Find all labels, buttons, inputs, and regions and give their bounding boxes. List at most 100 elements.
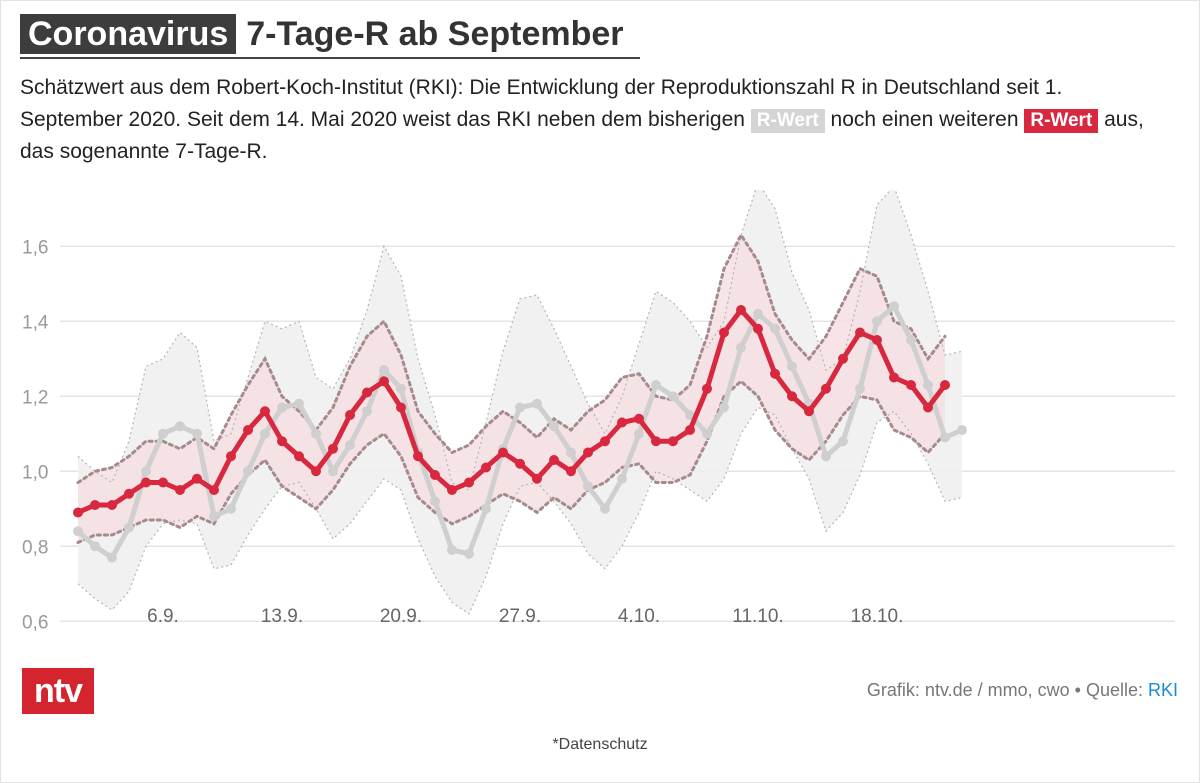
seven-day-r-point <box>294 451 304 462</box>
ntv-logo[interactable]: ntv <box>22 668 94 714</box>
rwert-point <box>872 316 882 327</box>
y-tick-label: 0,6 <box>22 612 48 633</box>
rwert-point <box>209 511 219 522</box>
seven-day-r-point <box>719 327 729 338</box>
seven-day-r-point <box>90 500 100 510</box>
rwert-point <box>379 365 389 375</box>
rwert-point <box>736 342 746 353</box>
description-text-3: aus, das sogenannte 7-Tage-R. <box>20 108 1144 163</box>
rwert-point <box>124 522 134 533</box>
y-tick-label: 1,0 <box>22 462 48 483</box>
seven-day-r-point <box>311 466 321 477</box>
x-tick-label: 4.10. <box>618 606 660 627</box>
seven-day-r-point <box>787 391 797 402</box>
page-title: 7-Tage-R ab September <box>246 15 624 53</box>
rwert-point <box>396 383 406 394</box>
seven-day-r-point <box>260 406 270 417</box>
rwert-point <box>277 402 287 413</box>
x-tick-label: 27.9. <box>499 606 541 627</box>
rwert-point <box>702 428 712 439</box>
seven-day-r-point <box>277 436 287 447</box>
seven-day-r-point <box>838 353 848 364</box>
y-tick-label: 0,8 <box>22 537 48 558</box>
rwert-point <box>770 323 780 334</box>
seven-day-r-point <box>124 488 134 499</box>
seven-day-r-point <box>855 327 865 338</box>
credit-line: Grafik: ntv.de / mmo, cwo • Quelle: RKI <box>867 680 1178 701</box>
seven-day-r-point <box>532 473 542 484</box>
seven-day-r-point <box>379 376 389 387</box>
rwert-point <box>430 496 440 507</box>
privacy-link[interactable]: *Datenschutz <box>552 736 648 753</box>
rwert-point <box>600 503 610 514</box>
seven-day-r-point <box>498 447 508 458</box>
seven-day-r-point <box>872 335 882 345</box>
seven-day-r-point <box>430 470 440 480</box>
rwert-point <box>634 428 644 439</box>
rwert-point <box>192 428 202 439</box>
seven-day-r-point <box>906 380 916 390</box>
rwert-point <box>753 308 763 319</box>
seven-day-r-point <box>566 466 576 477</box>
rwert-point <box>583 481 593 492</box>
seven-day-r-lower-bound <box>76 379 947 544</box>
x-tick-label: 18.10. <box>851 606 904 627</box>
x-tick-label: 11.10. <box>732 606 783 627</box>
seven-day-r-point <box>923 402 933 413</box>
rwert-point <box>889 301 899 312</box>
rwert-point <box>838 436 848 447</box>
rwert-point <box>651 380 661 390</box>
rwert-point <box>328 466 338 477</box>
seven-day-r-point <box>447 485 457 495</box>
seven-day-r-point <box>362 387 372 398</box>
rwert-upper-bound <box>77 190 963 491</box>
x-tick-label: 13.9. <box>261 606 303 627</box>
x-tick-label: 6.9. <box>147 606 179 627</box>
rwert-point <box>294 398 304 409</box>
rwert-point <box>311 428 321 439</box>
rwert-point <box>141 466 151 477</box>
seven-day-r-point <box>889 372 899 383</box>
rwert-point <box>549 421 559 432</box>
seven-day-r-point <box>940 380 950 390</box>
rwert-point <box>566 447 576 458</box>
rwert-point <box>481 503 491 514</box>
seven-day-r-point <box>770 368 780 379</box>
legend-tag-7-tage-r: R-Wert <box>1024 109 1099 133</box>
seven-day-r-point <box>634 413 644 424</box>
seven-day-r-point <box>175 485 185 495</box>
seven-day-r-point <box>192 473 202 484</box>
rwert-point <box>243 466 253 477</box>
rwert-point <box>447 545 457 555</box>
seven-day-r-point <box>107 500 117 510</box>
rwert-point <box>821 451 831 462</box>
rwert-point <box>90 541 100 552</box>
rwert-point <box>175 421 185 432</box>
seven-day-r-point <box>243 425 253 435</box>
seven-day-r-point <box>583 447 593 458</box>
seven-day-r-point <box>226 451 236 462</box>
seven-day-r-point <box>413 451 423 462</box>
seven-day-r-point <box>753 323 763 334</box>
source-link[interactable]: RKI <box>1147 680 1178 700</box>
seven-day-r-upper-bound <box>76 231 947 484</box>
seven-day-r-point <box>209 485 219 495</box>
y-tick-label: 1,4 <box>22 312 49 333</box>
line-chart: 0,6 0,8 1,0 1,2 1,4 1,6 6.9. 13.9. 20.9. 27.9. 4.1… <box>22 190 1175 633</box>
rwert-point <box>957 425 967 435</box>
rwert-point <box>73 526 83 537</box>
seven-day-r-point <box>515 458 525 469</box>
y-tick-label: 1,6 <box>22 237 48 258</box>
credit-text: Grafik: ntv.de / mmo, cwo • Quelle: <box>866 680 1148 700</box>
seven-day-r-point <box>600 436 610 447</box>
y-tick-label: 1,2 <box>22 387 48 408</box>
rwert-point <box>515 402 525 413</box>
kicker-label: Coronavirus <box>20 14 237 54</box>
seven-day-r-point <box>685 425 695 435</box>
seven-day-r-point <box>481 462 491 473</box>
rwert-point <box>532 398 542 409</box>
seven-day-r-point <box>736 305 746 315</box>
seven-day-r-point <box>345 410 355 420</box>
rwert-point <box>787 361 797 372</box>
seven-day-r-point <box>73 507 83 518</box>
